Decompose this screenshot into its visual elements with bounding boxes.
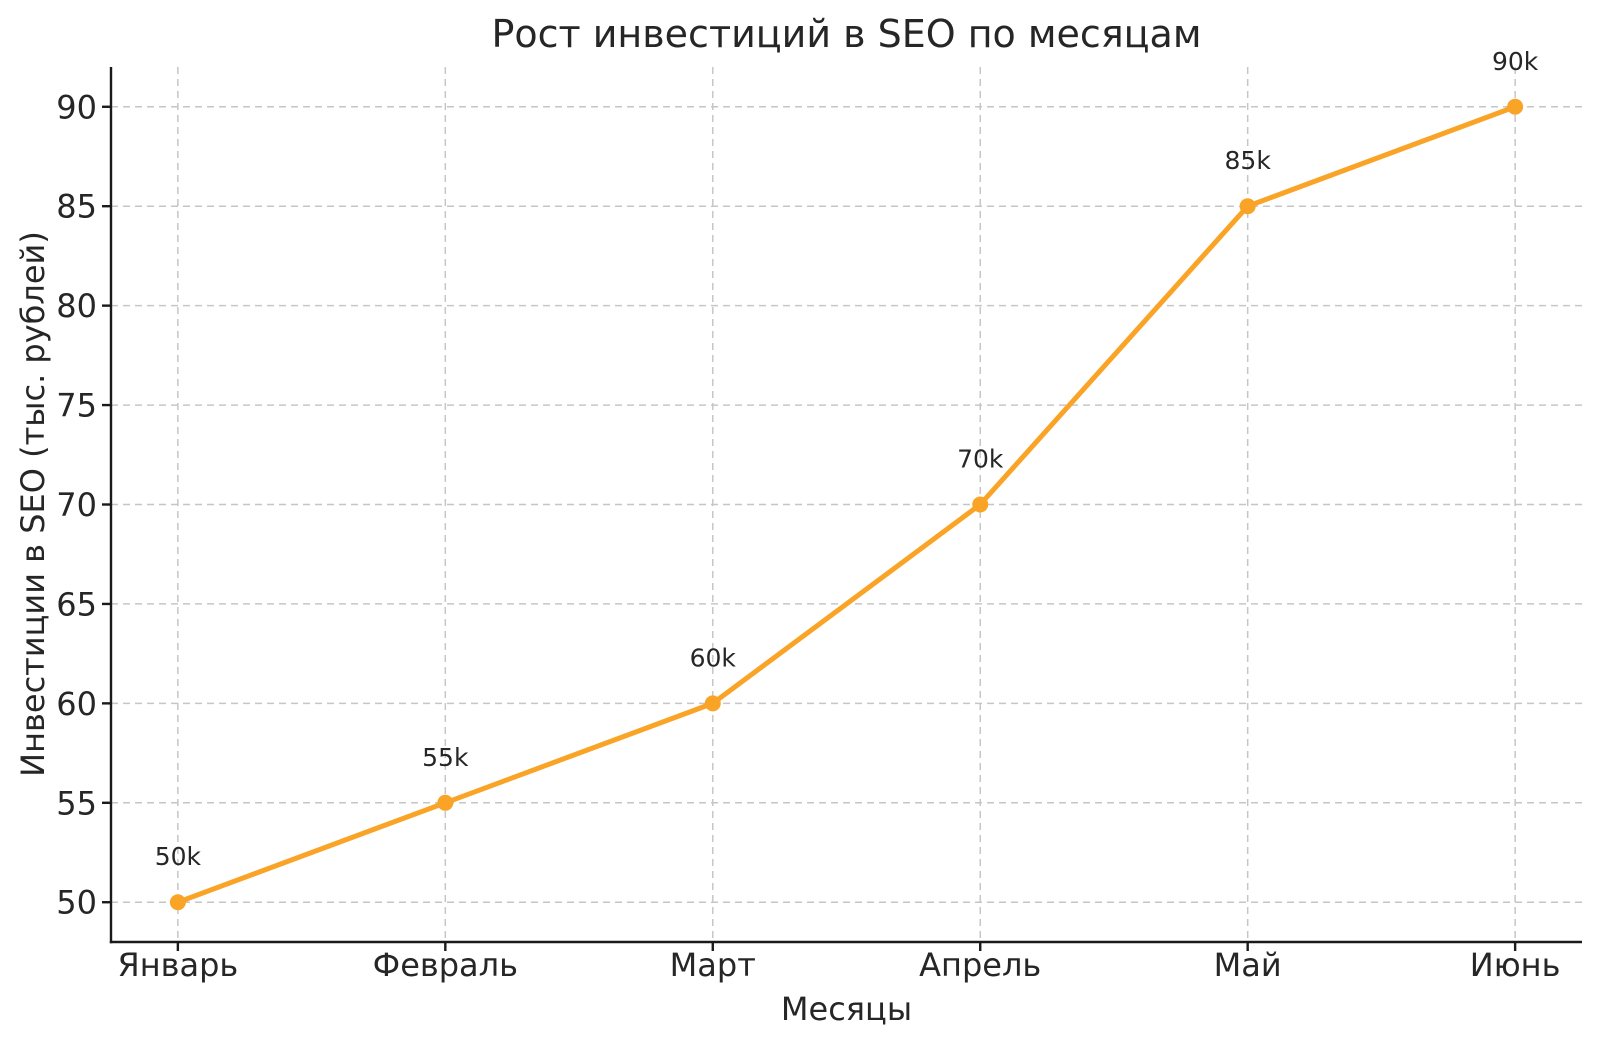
- y-tick-label: 55: [56, 784, 97, 822]
- x-axis-label: Месяцы: [780, 990, 913, 1028]
- data-line: [175, 104, 1518, 905]
- y-tick-label: 90: [56, 88, 97, 126]
- x-tick-label: Апрель: [919, 946, 1041, 984]
- y-tick-label: 60: [56, 685, 97, 723]
- data-point-label: 85k: [1225, 146, 1272, 175]
- x-tick-label: Февраль: [373, 946, 518, 984]
- data-point-label: 55k: [422, 743, 469, 772]
- x-tick-label: Июнь: [1470, 946, 1561, 984]
- y-tick-label: 65: [56, 585, 97, 623]
- y-tick-label: 75: [56, 387, 97, 425]
- y-tick-label: 85: [56, 188, 97, 226]
- y-tick-label: 80: [56, 287, 97, 325]
- data-point-label: 70k: [957, 445, 1004, 474]
- data-point-marker: [1507, 98, 1524, 115]
- chart-title: Рост инвестиций в SEO по месяцам: [491, 12, 1202, 56]
- data-point-marker: [1239, 198, 1256, 215]
- x-tick-label: Январь: [117, 946, 238, 984]
- data-point-marker: [704, 695, 721, 712]
- data-point-marker: [437, 794, 454, 811]
- y-axis-label: Инвестиции в SEO (тыс. рублей): [14, 231, 52, 777]
- x-tick-label: Март: [670, 946, 756, 984]
- y-tick-label: 50: [56, 884, 97, 922]
- y-tick-label: 70: [56, 486, 97, 524]
- x-tick-label: Май: [1214, 946, 1282, 984]
- data-point-label: 50k: [155, 842, 202, 871]
- data-point-marker: [169, 894, 186, 911]
- data-point-marker: [972, 496, 989, 513]
- data-point-label: 90k: [1492, 47, 1539, 76]
- data-point-label: 60k: [690, 643, 737, 672]
